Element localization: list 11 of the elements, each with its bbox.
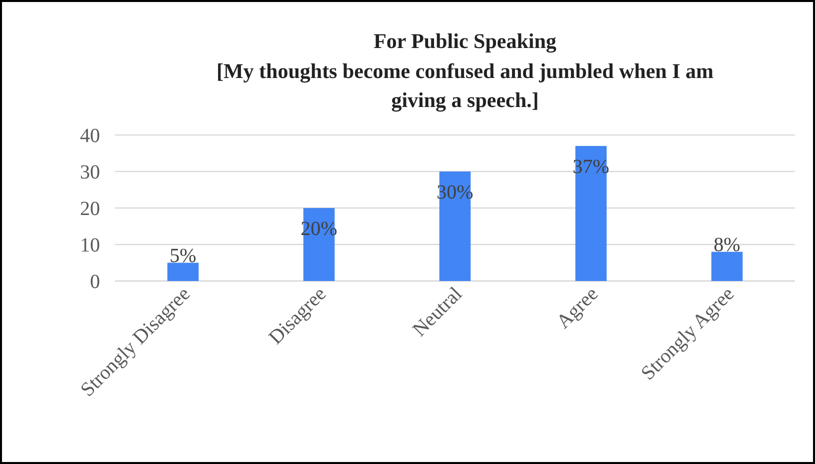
y-tick-label: 0 — [90, 271, 100, 293]
y-tick-label: 10 — [80, 234, 100, 256]
y-tick-label: 20 — [80, 198, 100, 220]
bar — [167, 262, 199, 281]
y-tick-label: 30 — [80, 162, 100, 184]
data-label: 8% — [714, 234, 740, 256]
data-label: 5% — [170, 244, 196, 267]
y-tick-label: 40 — [80, 125, 100, 147]
chart-subtitle: [My thoughts become confused and jumbled when I am giving a speech.] — [216, 59, 714, 112]
bar — [711, 252, 743, 281]
chart-title: For Public Speaking — [374, 29, 557, 53]
